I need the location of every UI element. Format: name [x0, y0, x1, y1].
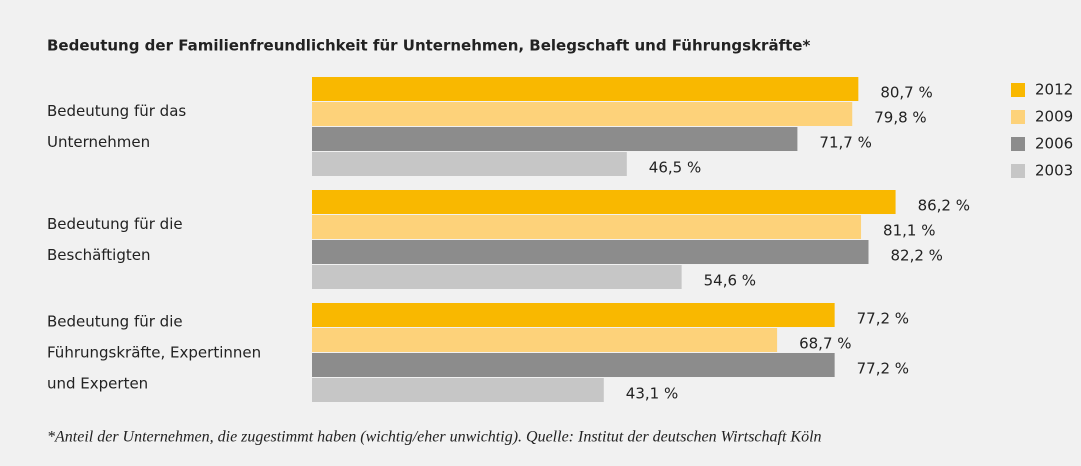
legend-label: 2009 [1035, 108, 1073, 126]
category-label: Beschäftigten [47, 246, 150, 264]
category-label: Führungskräfte, Expertinnen [47, 344, 261, 362]
value-label: 81,1 % [883, 222, 935, 240]
legend-swatch [1011, 164, 1025, 178]
bar [312, 378, 604, 402]
value-label: 79,8 % [874, 109, 926, 127]
category-label: Bedeutung für das [47, 102, 186, 120]
legend-swatch [1011, 110, 1025, 124]
chart-title: Bedeutung der Familienfreundlichkeit für… [47, 37, 810, 55]
bar [312, 215, 862, 239]
category-label: Unternehmen [47, 133, 150, 151]
value-label: 54,6 % [704, 272, 756, 290]
value-label: 68,7 % [799, 335, 851, 353]
bar [312, 190, 896, 214]
legend-label: 2003 [1035, 162, 1073, 180]
value-label: 80,7 % [880, 84, 932, 102]
value-label: 71,7 % [819, 134, 871, 152]
legend-swatch [1011, 137, 1025, 151]
bar [312, 328, 778, 352]
bar [312, 102, 853, 126]
bar [312, 240, 869, 264]
legend-label: 2012 [1035, 81, 1073, 99]
bar [312, 127, 798, 151]
footnote: *Anteil der Unternehmen, die zugestimmt … [47, 429, 822, 446]
value-label: 77,2 % [857, 360, 909, 378]
bar [312, 353, 835, 377]
legend-swatch [1011, 83, 1025, 97]
value-label: 86,2 % [918, 197, 970, 215]
bar [312, 265, 682, 289]
legend-label: 2006 [1035, 135, 1073, 153]
value-label: 77,2 % [857, 310, 909, 328]
bar [312, 303, 835, 327]
value-label: 43,1 % [626, 385, 678, 403]
value-label: 82,2 % [890, 247, 942, 265]
category-label: Bedeutung für die [47, 215, 183, 233]
bar [312, 152, 627, 176]
value-label: 46,5 % [649, 159, 701, 177]
category-label: Bedeutung für die [47, 313, 183, 331]
category-label: und Experten [47, 375, 148, 393]
bar [312, 77, 859, 101]
